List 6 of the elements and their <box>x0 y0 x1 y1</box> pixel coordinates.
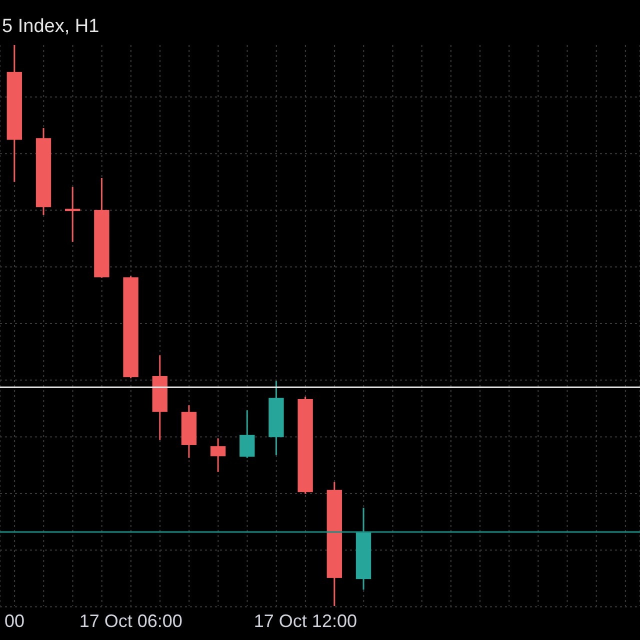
candlestick <box>210 438 226 473</box>
chart-title: 5 Index, H1 <box>2 16 100 38</box>
candlestick <box>240 409 255 459</box>
x-tick-label: 17 Oct 12:00 <box>254 610 357 631</box>
x-tick-label: 17 Oct 06:00 <box>79 610 182 631</box>
x-tick-label: 00 <box>4 610 25 631</box>
